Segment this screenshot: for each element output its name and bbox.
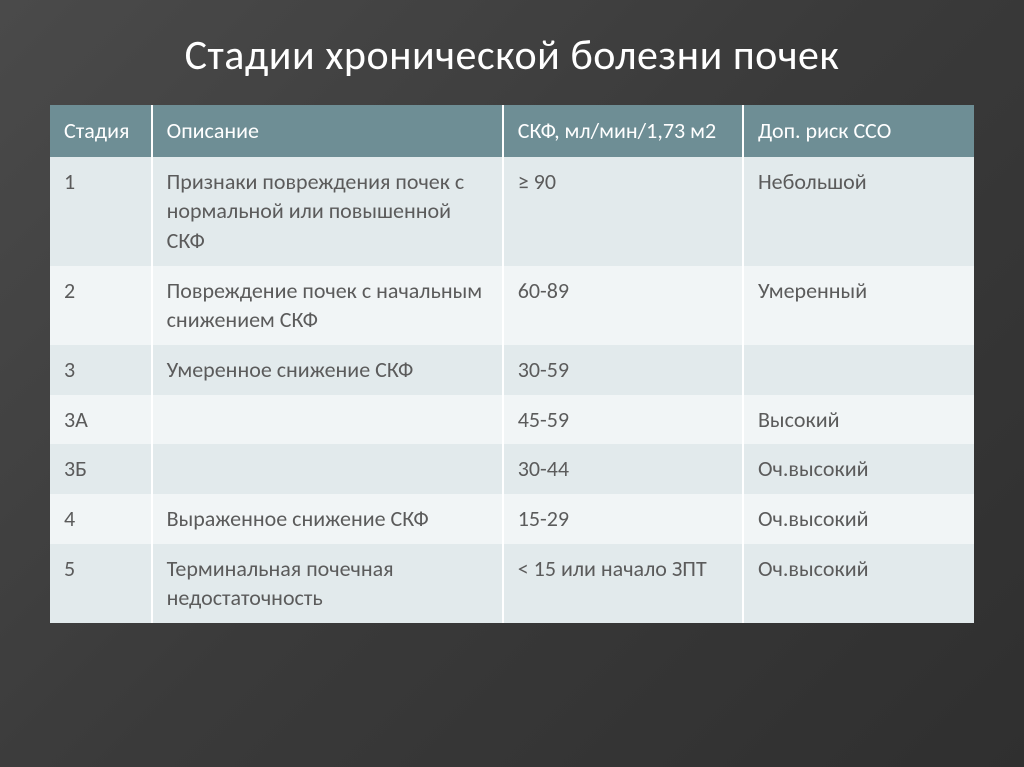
cell-stage: 2 [50, 266, 152, 345]
cell-desc: Повреждение почек с начальным снижением … [152, 266, 503, 345]
cell-desc: Признаки повреждения почек с нормальной … [152, 157, 503, 266]
cell-stage: 5 [50, 544, 152, 623]
table-row: 3Б 30-44Оч.высокий [50, 444, 974, 494]
table-header-row: Стадия Описание СКФ, мл/мин/1,73 м2 Доп.… [50, 105, 974, 157]
cell-stage: 3Б [50, 444, 152, 494]
col-header-risk: Доп. риск ССО [743, 105, 974, 157]
cell-desc [152, 444, 503, 494]
table-body: 1Признаки повреждения почек с нормальной… [50, 157, 974, 624]
cell-risk: Высокий [743, 395, 974, 445]
col-header-desc: Описание [152, 105, 503, 157]
cell-risk [743, 345, 974, 395]
cell-stage: 1 [50, 157, 152, 266]
cell-desc [152, 395, 503, 445]
cell-gfr: 30-44 [503, 444, 743, 494]
table-row: 2Повреждение почек с начальным снижением… [50, 266, 974, 345]
cell-gfr: ≥ 90 [503, 157, 743, 266]
col-header-gfr: СКФ, мл/мин/1,73 м2 [503, 105, 743, 157]
cell-gfr: 15-29 [503, 494, 743, 544]
cell-risk: Небольшой [743, 157, 974, 266]
col-header-stage: Стадия [50, 105, 152, 157]
cell-desc: Терминальная почечная недостаточность [152, 544, 503, 623]
cell-risk: Оч.высокий [743, 444, 974, 494]
table-row: 3Умеренное снижение СКФ30-59 [50, 345, 974, 395]
cell-gfr: 30-59 [503, 345, 743, 395]
cell-gfr: 45-59 [503, 395, 743, 445]
page-title: Стадии хронической болезни почек [50, 30, 974, 81]
ckd-stages-table: Стадия Описание СКФ, мл/мин/1,73 м2 Доп.… [50, 105, 974, 623]
cell-desc: Выраженное снижение СКФ [152, 494, 503, 544]
cell-stage: 3А [50, 395, 152, 445]
slide: Стадии хронической болезни почек Стадия … [0, 0, 1024, 767]
cell-gfr: 60-89 [503, 266, 743, 345]
cell-risk: Оч.высокий [743, 494, 974, 544]
cell-risk: Оч.высокий [743, 544, 974, 623]
cell-desc: Умеренное снижение СКФ [152, 345, 503, 395]
table-row: 3А 45-59Высокий [50, 395, 974, 445]
cell-stage: 4 [50, 494, 152, 544]
cell-stage: 3 [50, 345, 152, 395]
table-row: 1Признаки повреждения почек с нормальной… [50, 157, 974, 266]
table-row: 5Терминальная почечная недостаточность< … [50, 544, 974, 623]
cell-risk: Умеренный [743, 266, 974, 345]
table-row: 4Выраженное снижение СКФ15-29Оч.высокий [50, 494, 974, 544]
cell-gfr: < 15 или начало ЗПТ [503, 544, 743, 623]
